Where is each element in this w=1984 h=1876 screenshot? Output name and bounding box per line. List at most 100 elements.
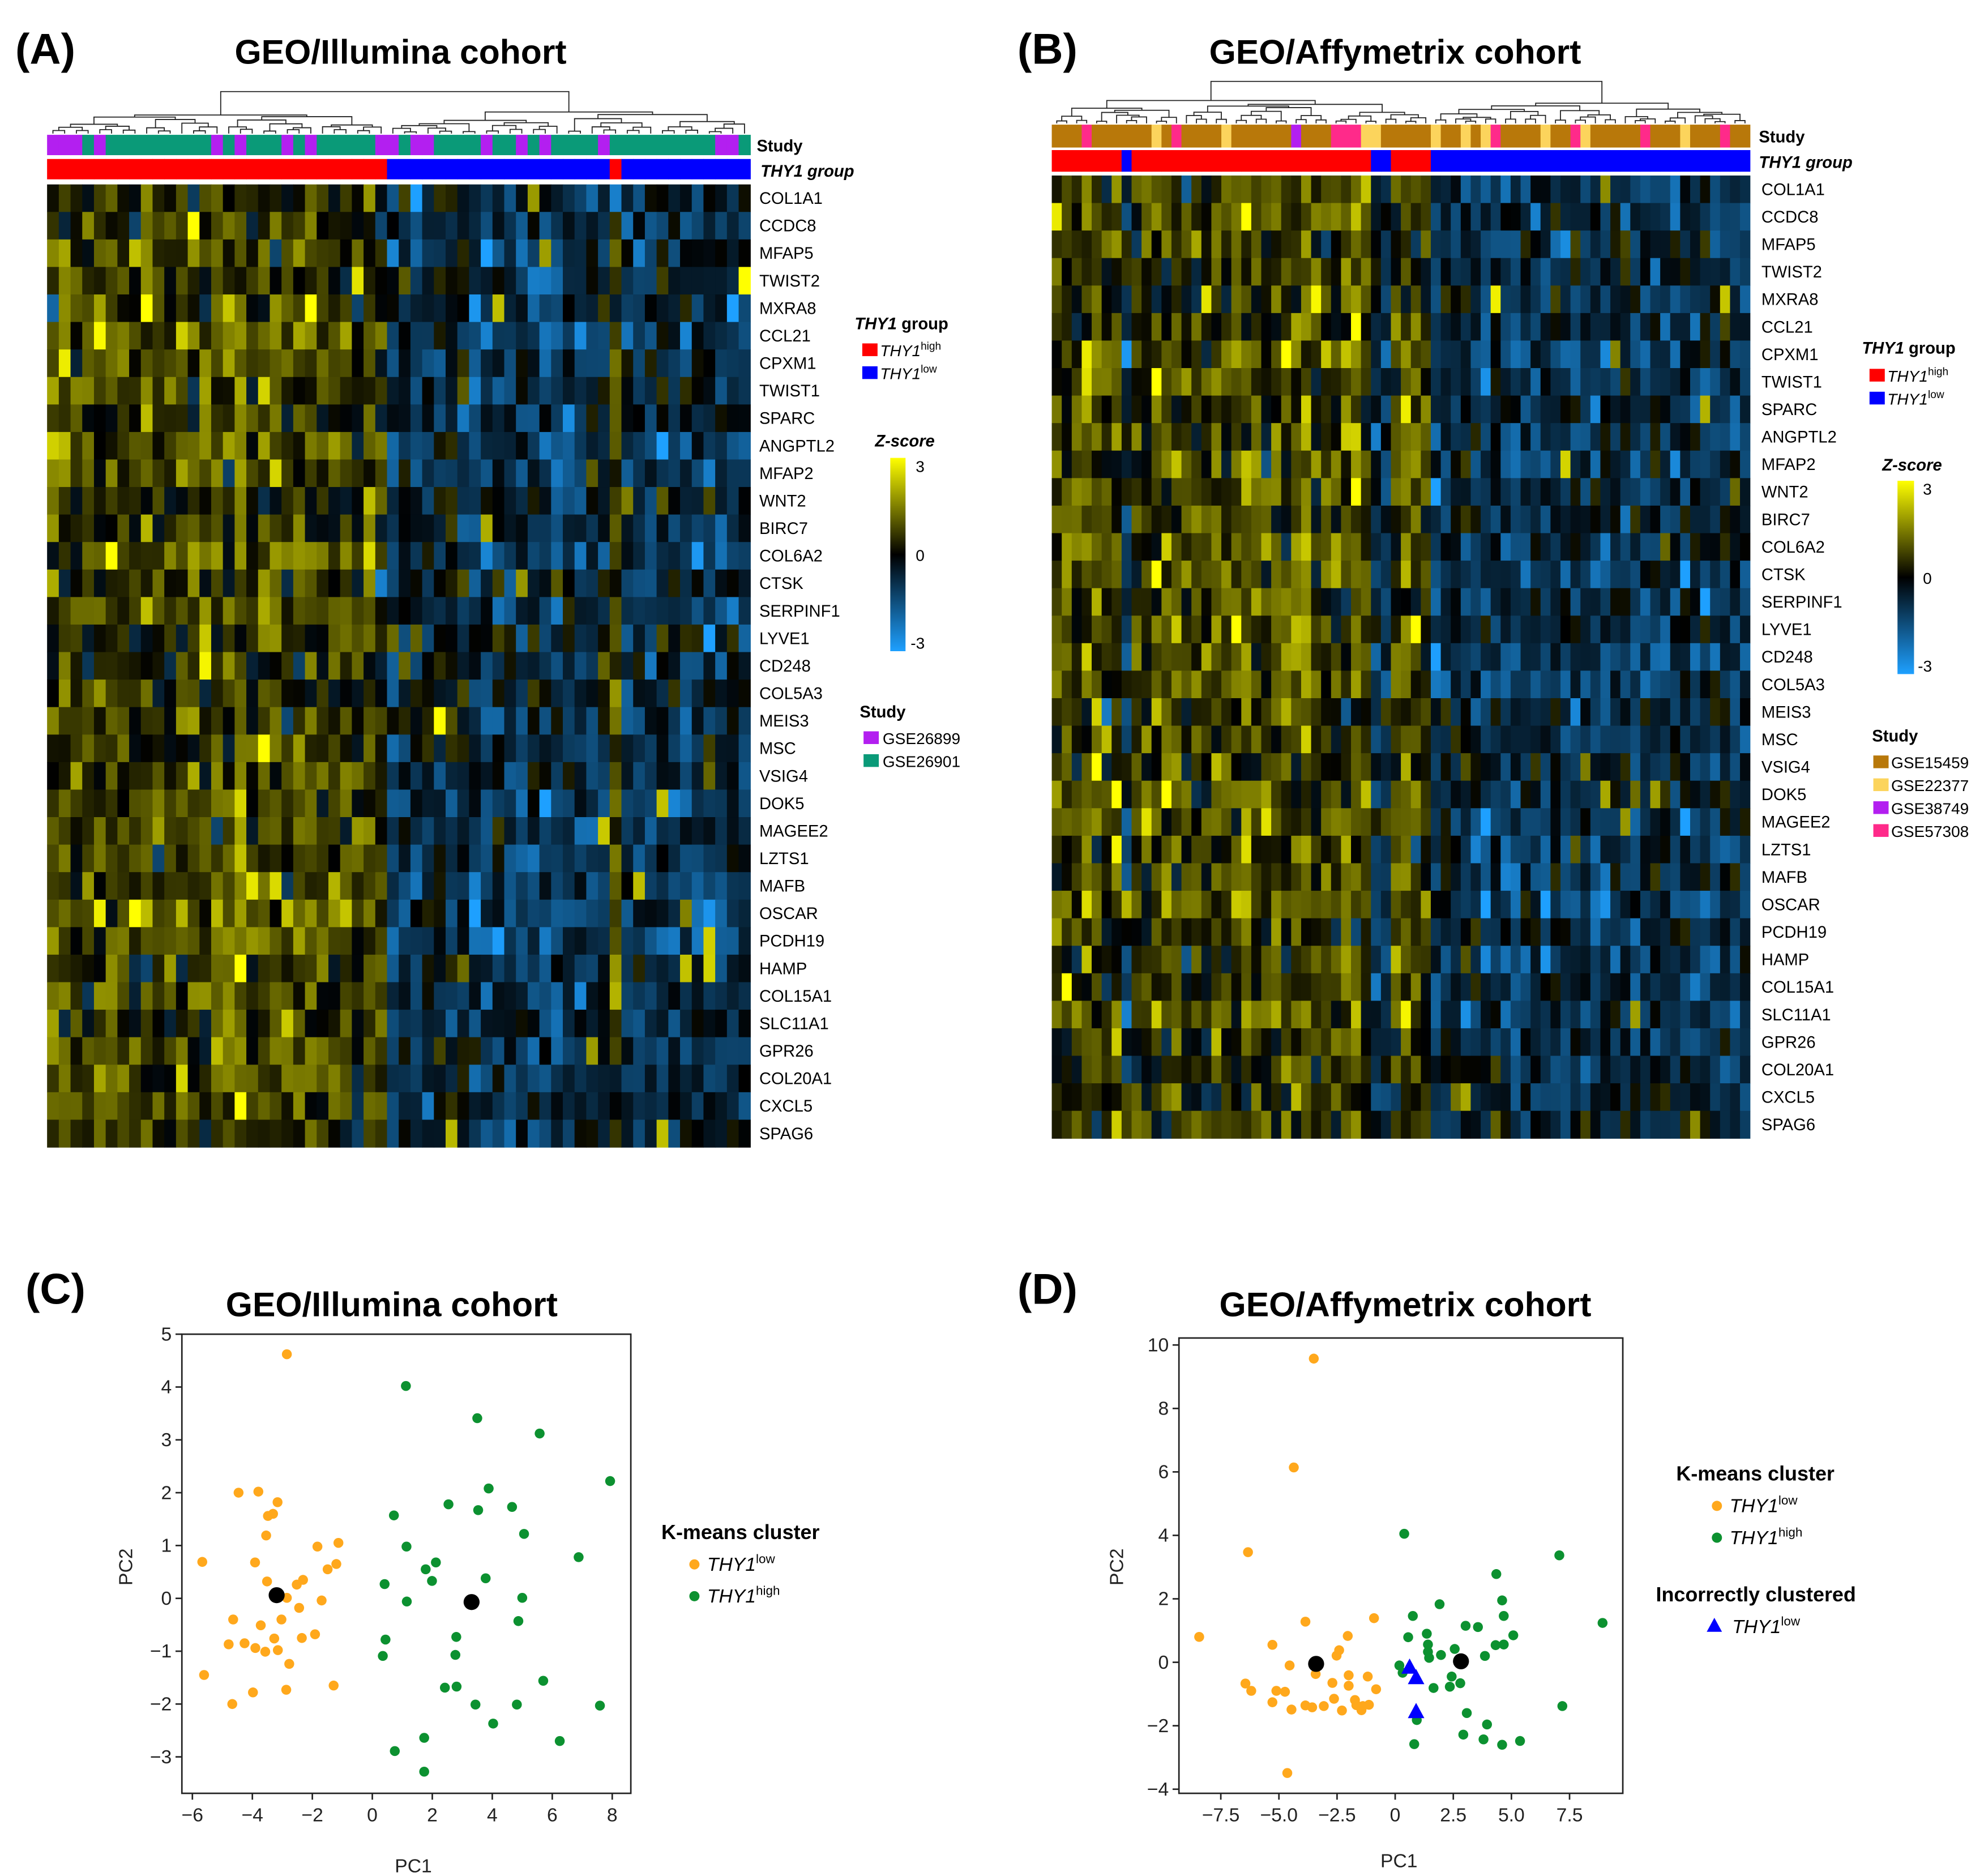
heatmap-cell	[668, 184, 681, 212]
heatmap-cell	[152, 927, 165, 955]
heatmap-cell	[129, 404, 142, 433]
heatmap-cell	[164, 239, 177, 268]
heatmap-cell	[1231, 1083, 1242, 1112]
heatmap-cell	[93, 1010, 106, 1038]
study-annotation-cell	[1092, 125, 1102, 148]
heatmap-cell	[551, 707, 563, 735]
heatmap-cell	[58, 431, 71, 460]
heatmap-cell	[551, 652, 563, 680]
dendrogram-branch	[228, 126, 247, 134]
heatmap-cell	[1101, 1028, 1112, 1057]
heatmap-cell	[516, 1065, 528, 1093]
heatmap-cell	[70, 1065, 83, 1093]
heatmap-cell	[1211, 891, 1222, 919]
heatmap-cell	[328, 982, 341, 1010]
heatmap-cell	[199, 762, 212, 790]
heatmap-cell	[305, 404, 317, 433]
heatmap-cell	[1451, 780, 1461, 809]
heatmap-cell	[117, 597, 130, 625]
study-annotation-cell	[1361, 125, 1371, 148]
heatmap-cell	[117, 514, 130, 542]
heatmap-cell	[1481, 505, 1491, 534]
heatmap-cell	[70, 624, 83, 653]
heatmap-cell	[1460, 670, 1472, 699]
heatmap-cell	[1520, 313, 1531, 341]
study-annotation-cell	[422, 135, 434, 156]
heatmap-cell	[1560, 313, 1571, 341]
heatmap-cell	[703, 239, 716, 268]
heatmap-cell	[58, 872, 71, 900]
heatmap-cell	[481, 349, 493, 378]
heatmap-cell	[1550, 1028, 1561, 1057]
thy1-group-annotation-cell	[516, 159, 528, 180]
heatmap-cell	[715, 267, 728, 295]
heatmap-cell	[574, 680, 587, 708]
heatmap-cell	[1540, 175, 1551, 204]
heatmap-cell	[1590, 1001, 1601, 1029]
heatmap-cell	[1660, 533, 1671, 561]
thy1-group-annotation-cell	[1131, 150, 1142, 172]
heatmap-cell	[1640, 698, 1651, 727]
heatmap-cell	[1101, 230, 1112, 259]
heatmap-cell	[621, 1065, 634, 1093]
heatmap-cell	[1510, 588, 1521, 616]
heatmap-cell	[187, 1119, 200, 1148]
dendrogram-branch	[1126, 119, 1138, 123]
study-label: GSE26899	[883, 730, 960, 747]
heatmap-cell	[1391, 533, 1401, 561]
heatmap-cell	[1530, 175, 1541, 204]
heatmap-cell	[1371, 175, 1382, 204]
heatmap-cell	[1391, 230, 1401, 259]
heatmap-cell	[738, 294, 751, 323]
heatmap-cell	[656, 377, 669, 405]
heatmap-cell	[1660, 973, 1671, 1002]
heatmap-cell	[1650, 450, 1661, 479]
heatmap-cell	[481, 487, 493, 515]
heatmap-cell	[1231, 230, 1242, 259]
gene-label: WNT2	[759, 492, 806, 510]
heatmap-cell	[1680, 395, 1691, 424]
heatmap-cell	[586, 1037, 598, 1065]
heatmap-cell	[1670, 808, 1681, 836]
heatmap-cell	[1351, 533, 1362, 561]
study-annotation-cell	[364, 135, 376, 156]
heatmap-cell	[1131, 285, 1142, 314]
heatmap-cell	[270, 680, 282, 708]
heatmap-cell	[1391, 175, 1401, 204]
heatmap-cell	[199, 954, 212, 983]
heatmap-cell	[1620, 533, 1631, 561]
heatmap-cell	[1361, 918, 1371, 946]
heatmap-cell	[1680, 478, 1691, 506]
heatmap-cell	[105, 487, 118, 515]
heatmap-cell	[1361, 1083, 1371, 1112]
heatmap-cell	[1500, 395, 1511, 424]
dendrogram-branch	[1624, 116, 1649, 123]
heatmap-cell	[152, 1119, 165, 1148]
heatmap-cell	[574, 542, 587, 570]
heatmap-cell	[656, 680, 669, 708]
heatmap-cell	[187, 569, 200, 598]
heatmap-cell	[93, 212, 106, 240]
heatmap-cell	[199, 1092, 212, 1121]
heatmap-cell	[1720, 1001, 1731, 1029]
heatmap-cell	[1361, 753, 1371, 781]
heatmap-cell	[586, 212, 598, 240]
heatmap-cell	[1191, 395, 1202, 424]
heatmap-cell	[1630, 670, 1641, 699]
heatmap-cell	[1301, 423, 1312, 451]
heatmap-cell	[1580, 1083, 1591, 1112]
heatmap-cell	[387, 597, 399, 625]
heatmap-cell	[305, 872, 317, 900]
heatmap-cell	[1600, 946, 1611, 974]
heatmap-cell	[1620, 258, 1631, 286]
heatmap-cell	[539, 707, 551, 735]
heatmap-cell	[457, 239, 470, 268]
heatmap-cell	[70, 542, 83, 570]
heatmap-cell	[93, 322, 106, 350]
heatmap-cell	[434, 1119, 446, 1148]
heatmap-cell	[234, 1037, 247, 1065]
heatmap-cell	[399, 680, 411, 708]
heatmap-cell	[1410, 753, 1422, 781]
heatmap-cell	[140, 542, 153, 570]
heatmap-cell	[1421, 230, 1431, 259]
